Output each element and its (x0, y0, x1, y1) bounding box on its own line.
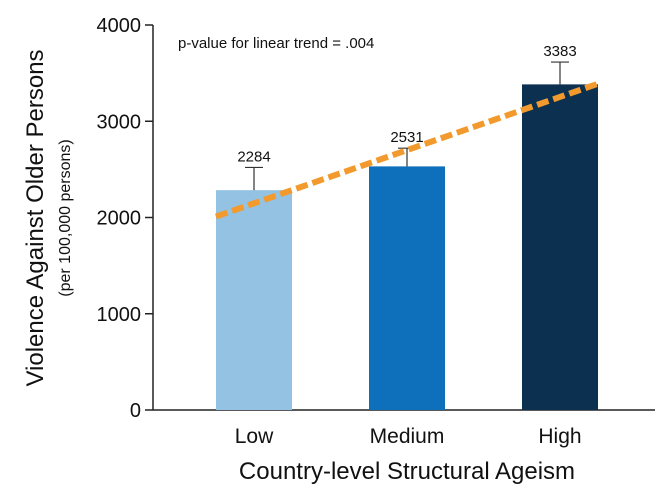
y-axis-label: Violence Against Older Persons (22, 49, 49, 386)
x-axis: Low Medium High (153, 409, 655, 448)
y-tick-label: 1000 (97, 304, 142, 326)
bar-medium (369, 166, 445, 410)
bar-low (216, 190, 292, 410)
y-tick-label: 0 (130, 400, 141, 422)
x-tick-label: Low (235, 425, 274, 448)
y-tick-label: 2000 (97, 208, 142, 230)
y-axis-sublabel: (per 100,000 persons) (57, 139, 74, 296)
data-label: 2284 (237, 148, 270, 165)
y-axis-title: Violence Against Older Persons (per 100,… (22, 49, 74, 386)
bars-group (216, 84, 598, 410)
y-axis: 0 1000 2000 3000 4000 (97, 15, 154, 422)
data-label: 2531 (390, 129, 423, 146)
x-tick-label: High (538, 425, 581, 448)
error-bars-group (245, 61, 569, 191)
y-tick-label: 3000 (97, 111, 142, 133)
data-label: 3383 (543, 43, 576, 60)
data-labels-group: 2284 2531 3383 (237, 43, 576, 165)
annotation-text: p-value for linear trend = .004 (178, 35, 374, 52)
bar-high (522, 84, 598, 410)
x-axis-label: Country-level Structural Ageism (239, 458, 575, 485)
y-tick-label: 4000 (97, 15, 142, 37)
x-tick-label: Medium (370, 425, 445, 448)
